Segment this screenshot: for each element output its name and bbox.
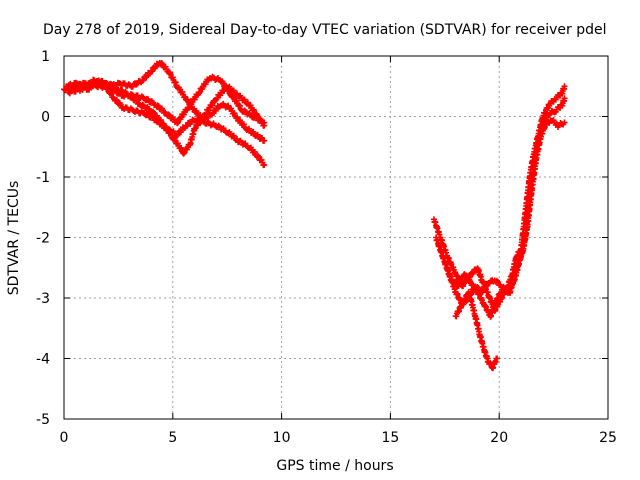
data-point — [451, 278, 458, 285]
data-point — [185, 104, 192, 111]
data-point — [561, 119, 568, 126]
data-point — [231, 110, 238, 117]
data-point — [494, 295, 501, 302]
y-tick-label: -1 — [36, 170, 50, 186]
data-point — [225, 102, 232, 109]
x-tick-label: 15 — [381, 430, 399, 446]
y-tick-label: -5 — [36, 412, 50, 428]
data-point — [561, 83, 568, 90]
data-point — [113, 97, 120, 104]
data-point — [180, 150, 187, 157]
y-tick-label: 1 — [41, 49, 50, 65]
x-tick-label: 0 — [60, 430, 69, 446]
data-point — [494, 355, 501, 362]
data-point — [154, 117, 161, 124]
data-point — [470, 282, 477, 289]
data-point — [196, 89, 203, 96]
data-point — [165, 111, 172, 118]
data-point — [261, 137, 268, 144]
data-point — [241, 96, 248, 103]
data-point — [182, 123, 189, 130]
data-point — [174, 132, 181, 139]
data-series — [61, 59, 568, 372]
data-point — [174, 119, 181, 126]
data-point — [117, 101, 124, 108]
data-point — [250, 128, 257, 135]
data-point — [494, 294, 501, 301]
data-point — [495, 279, 502, 286]
x-tick-label: 25 — [599, 430, 617, 446]
x-tick-label: 5 — [168, 430, 177, 446]
data-point — [202, 81, 209, 88]
data-point — [140, 77, 147, 84]
data-point — [155, 118, 162, 125]
series-track-2 — [65, 76, 268, 169]
data-point — [233, 97, 240, 104]
data-point — [479, 288, 486, 295]
data-point — [463, 273, 470, 280]
data-point — [250, 107, 257, 114]
y-tick-label: -3 — [36, 291, 50, 307]
data-point — [251, 149, 258, 156]
data-point — [561, 95, 568, 102]
data-point — [185, 105, 192, 112]
data-point — [236, 102, 243, 109]
series-track-8 — [435, 117, 568, 320]
data-point — [469, 281, 476, 288]
y-tick-label: 0 — [41, 110, 50, 126]
chart-title: Day 278 of 2019, Sidereal Day-to-day VTE… — [43, 22, 607, 38]
data-point — [261, 161, 268, 168]
y-tick-label: -4 — [36, 352, 50, 368]
data-point — [191, 96, 198, 103]
data-point — [233, 90, 240, 97]
data-point — [195, 90, 202, 97]
data-point — [254, 152, 261, 159]
x-tick-label: 10 — [273, 430, 291, 446]
y-axis-title: SDTVAR / TECUs — [6, 181, 22, 296]
series-track-7 — [452, 289, 501, 372]
data-point — [255, 153, 262, 160]
series-track-4 — [87, 73, 268, 127]
data-point — [166, 112, 173, 119]
series-track-3 — [63, 59, 268, 144]
x-tick-label: 20 — [490, 430, 508, 446]
data-point — [155, 103, 162, 110]
axis-ticks: 0 5 10 15 20 25 -5 -4 -3 -2 -1 0 1 — [36, 49, 617, 446]
data-point — [261, 119, 268, 126]
y-tick-label: -2 — [36, 231, 50, 247]
data-point — [209, 102, 216, 109]
data-point — [149, 68, 156, 75]
data-point — [226, 87, 233, 94]
data-point — [482, 283, 489, 290]
data-point — [240, 121, 247, 128]
x-axis-title: GPS time / hours — [276, 458, 393, 474]
